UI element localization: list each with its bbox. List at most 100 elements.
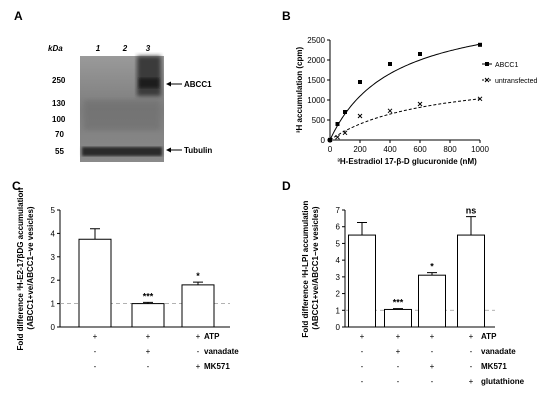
error-bar-2 [193,281,203,285]
error-bar-3 [466,216,476,236]
legend-abcc1-label: ABCC1 [495,62,518,69]
bar-1 [131,303,165,328]
condition-sign-3-3: + [469,377,474,386]
chart-c-y-label-line-2: (ABCC1+ve/ABCC1−ve vesicles) [26,206,35,330]
y-tick-label-3: 1500 [307,76,325,85]
condition-sign-3-0: - [361,377,364,386]
condition-label-glutathione: glutathione [481,377,525,386]
chart-c-bars: **** [78,228,215,328]
series-untransfected-fit-line [329,98,481,141]
panel-c-label: C [12,179,21,193]
panel-b-label: B [282,9,291,23]
chart-b-axes [329,40,480,141]
condition-label-mk571: MK571 [481,362,507,371]
condition-sign-2-2: + [430,362,435,371]
y-tick-label-2: 1000 [307,96,325,105]
chart-d-condition-table: + + + + ATP- + - - vanadate- - + - MK571- - - + glutathi… [360,332,525,386]
point-untransfected-3 [357,113,363,119]
panel-a-label: A [14,9,23,23]
error-bar-0 [90,228,100,240]
x-tick-label-5: 1000 [471,145,489,154]
significance-label-1: *** [393,298,404,308]
bar-0 [78,238,112,328]
condition-sign-1-1: + [146,347,151,356]
lane-label-2: 2 [122,44,128,53]
series-abcc1-points [328,42,482,142]
point-untransfected-4 [387,108,393,114]
point-abcc1-1 [335,122,340,126]
condition-label-vanadate: vanadate [481,347,516,356]
significance-label-1: *** [143,291,154,301]
kda-label: kDa [48,44,63,53]
point-untransfected-0 [327,137,333,143]
blot-tubulin-band [82,147,162,156]
condition-sign-2-0: - [94,362,97,371]
point-abcc1-2 [343,110,347,114]
significance-label-2: * [430,262,434,272]
bar-0 [348,234,376,328]
panel-d-label: D [282,179,291,193]
y-tick-label-5: 5 [336,239,341,248]
marker-55: 55 [55,147,64,156]
condition-sign-0-2: + [196,332,201,341]
panel-a: A kDa 1 2 3 250 130 100 70 55 ABCC1 Tubu… [14,9,212,162]
y-tick-label-6: 6 [336,223,341,232]
x-tick-label-0: 0 [328,145,333,154]
y-tick-label-1: 1 [336,306,341,315]
condition-sign-0-1: + [396,332,401,341]
y-tick-label-1: 1 [51,300,56,309]
condition-sign-3-1: - [397,377,400,386]
y-tick-label-0: 0 [336,323,341,332]
chart-d-y-ticks: 0 1 2 3 4 5 6 7 [336,206,345,332]
band-label-tubulin: Tubulin [184,146,212,155]
condition-sign-0-3: + [469,332,474,341]
condition-sign-0-0: + [360,332,365,341]
point-untransfected-5 [417,101,423,107]
condition-sign-3-2: - [431,377,434,386]
marker-130: 130 [52,99,66,108]
condition-label-atp: ATP [481,332,497,341]
x-tick-label-2: 400 [383,145,397,154]
x-tick-label-3: 600 [413,145,427,154]
legend-untransfected-label: untransfected [495,78,538,85]
y-tick-label-4: 2000 [307,56,325,65]
blot-abcc1-band [139,78,159,88]
chart-c-condition-table: + + + ATP- + - vanadate- - + MK571 [93,332,240,371]
chart-c-y-label: Fold difference ³H-E2-17βDG accumulation… [16,186,35,351]
point-abcc1-3 [358,80,362,84]
y-tick-label-5: 2500 [307,36,325,45]
chart-d-bars: ****ns [348,206,485,328]
error-bar-1 [393,308,403,310]
chart-c-y-label-line-1: Fold difference ³H-E2-17βDG accumulation [16,188,25,351]
condition-sign-1-3: - [470,347,473,356]
panel-b: B 0 500 1000 1500 2000 2500 0 200 400 600 800 1000… [282,9,538,166]
y-tick-label-2: 2 [336,290,341,299]
series-untransfected-points [327,96,483,143]
condition-label-atp: ATP [204,332,220,341]
condition-sign-1-0: - [361,347,364,356]
legend-abcc1-marker [482,62,492,66]
bar-2 [418,274,446,328]
blot-lane-3-smear [137,56,161,96]
chart-b-y-label: ³H accumulation (cpm) [295,47,304,134]
point-untransfected-2 [342,130,348,136]
marker-70: 70 [55,130,64,139]
lane-label-1: 1 [96,44,101,53]
condition-sign-2-1: - [397,362,400,371]
y-tick-label-0: 0 [51,323,56,332]
point-untransfected-1 [335,134,340,140]
error-bar-1 [143,301,153,304]
chart-d-y-label: Fold difference ³H-LPI accumulation (ABC… [301,198,320,337]
y-tick-label-5: 5 [51,206,56,215]
significance-label-3: ns [466,206,477,216]
tubulin-arrow-icon [166,147,182,153]
y-tick-label-4: 4 [51,229,56,238]
blot-smear-low [84,100,160,130]
chart-b-x-label: ³H-Estradiol 17-β-D glucuronide (nM) [337,157,477,166]
condition-sign-2-3: - [470,362,473,371]
y-tick-label-0: 0 [321,136,326,145]
significance-label-2: * [196,271,200,281]
x-tick-label-1: 200 [353,145,367,154]
y-tick-label-3: 3 [336,273,341,282]
